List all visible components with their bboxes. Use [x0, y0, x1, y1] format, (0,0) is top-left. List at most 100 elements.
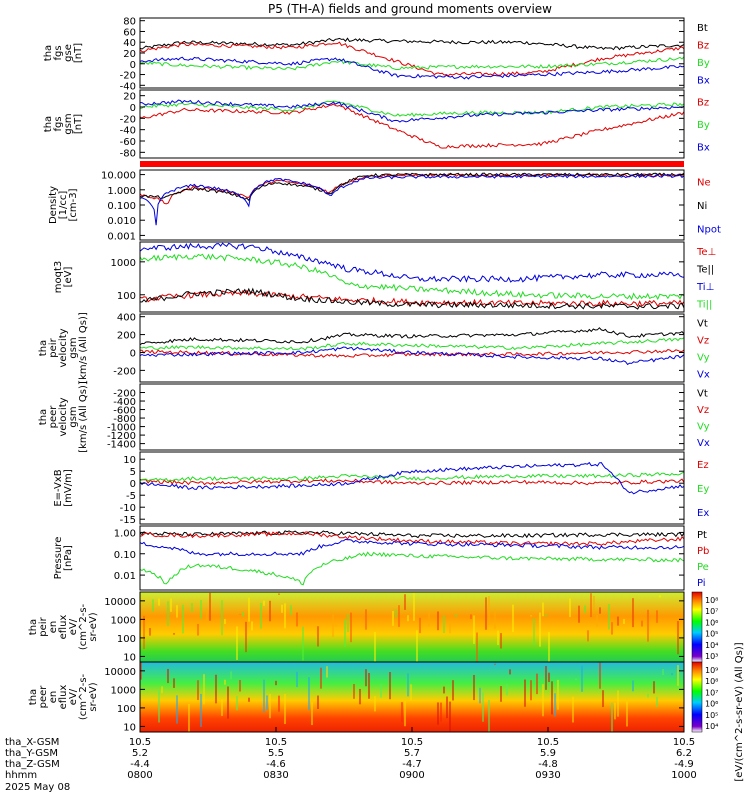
spectrogram-cell — [365, 669, 367, 687]
spectrogram-cell — [419, 617, 421, 634]
y-axis-label: gsm — [68, 337, 79, 358]
spectrogram-cell — [236, 695, 238, 711]
x-tick-label: 5.2 — [132, 748, 148, 759]
spectrogram-cell — [317, 626, 319, 647]
spectrogram-cell — [278, 593, 280, 595]
y-tick-label: -800 — [113, 414, 136, 425]
spectrogram-cell — [512, 604, 514, 633]
y-axis-label: sr-eV) — [88, 682, 99, 711]
y-tick-label: -40 — [120, 126, 136, 137]
spectrogram-cell — [494, 663, 496, 665]
spectrogram-cell — [476, 632, 478, 662]
series-Ne — [139, 173, 685, 205]
x-tick-label: 0900 — [399, 770, 424, 781]
spectrogram-cell — [614, 702, 616, 720]
spectrogram-cell — [533, 618, 535, 646]
panel-frame — [139, 241, 685, 313]
spectrogram-cell — [599, 607, 601, 614]
spectrogram-cell — [317, 695, 319, 709]
spectrogram-cell — [365, 609, 367, 630]
spectrogram-cell — [599, 662, 601, 689]
spectrogram-cell — [176, 695, 178, 724]
spectrogram-cell — [263, 679, 265, 713]
legend-entry-Pb: Pb — [697, 546, 709, 557]
spectrogram-cell — [452, 680, 454, 701]
y-tick-label: 1000 — [111, 615, 136, 626]
y-tick-label: 10 — [123, 722, 136, 733]
colorbar-tick-label: 10⁶ — [705, 700, 718, 709]
spectrogram-cell — [152, 599, 154, 612]
y-axis-label: moqt3 — [53, 261, 64, 294]
legend-entry-Bz: Bz — [697, 97, 709, 108]
spectrogram-cell — [275, 680, 277, 686]
y-tick-label: -600 — [113, 406, 136, 417]
spectrogram-cell — [188, 703, 190, 732]
x-tick-label: 10.5 — [401, 737, 423, 748]
spectrogram-cell — [236, 626, 238, 660]
spectrogram-cell — [389, 672, 391, 700]
y-axis-label: eflux — [58, 685, 69, 710]
x-tick-label: 10.5 — [129, 737, 151, 748]
spectrogram-cell — [200, 693, 202, 727]
colorbar-tick-label: 10⁴ — [705, 641, 718, 650]
y-tick-label: 80 — [123, 17, 136, 28]
spectrogram-cell — [569, 598, 571, 618]
series-Bz — [139, 103, 685, 149]
x-tick-label: 6.2 — [676, 748, 692, 759]
spectrogram-cell — [173, 678, 175, 688]
x-tick-label: 1000 — [671, 770, 696, 781]
spectrogram-cell — [641, 620, 643, 627]
y-tick-label: 100 — [117, 634, 136, 645]
y-tick-label: -1000 — [107, 423, 136, 434]
spectrogram-cell — [221, 699, 223, 716]
panel-frame — [139, 169, 685, 241]
spectrogram-cell — [278, 695, 280, 712]
panel-frame — [139, 313, 685, 383]
spectrogram-cell — [542, 684, 544, 717]
legend-entry-Vx: Vx — [697, 370, 710, 381]
spectrogram-cell — [662, 669, 664, 676]
spectrogram-cell — [656, 696, 658, 707]
y-axis-label: E=-VxB — [53, 469, 64, 506]
spectrogram-cell — [509, 669, 511, 675]
spectrogram-cell — [401, 702, 403, 723]
series-Pi — [139, 538, 685, 557]
spectrogram-cell — [404, 701, 406, 727]
series-Vz — [140, 348, 685, 358]
spectrogram-cell — [677, 665, 679, 686]
series-Bz — [139, 41, 685, 77]
spectrogram-cell — [227, 686, 229, 719]
spectrogram-cell — [410, 684, 412, 701]
y-axis-label: peer — [48, 405, 59, 429]
spectrogram-cell — [590, 593, 592, 618]
spectrogram-cell — [485, 597, 487, 630]
legend-entry-Te||: Te|| — [696, 264, 714, 275]
y-tick-label: -400 — [113, 397, 136, 408]
y-tick-label: 0.01 — [114, 571, 136, 582]
spectrogram-cell — [488, 699, 490, 732]
y-tick-label: -1200 — [107, 431, 136, 442]
spectrogram-cell — [587, 630, 589, 642]
y-tick-label: 10 — [123, 652, 136, 663]
series-Vx — [139, 346, 685, 366]
y-tick-label: 0 — [130, 103, 136, 114]
legend-entry-Bt: Bt — [697, 23, 708, 34]
y-tick-label: -60 — [120, 137, 136, 148]
series-Ez — [139, 478, 685, 486]
y-tick-label: 1.000 — [107, 186, 136, 197]
spectrogram-cell — [350, 612, 352, 643]
spectrogram-cell — [557, 679, 559, 710]
legend-entry-Ne: Ne — [697, 178, 711, 189]
spectrogram-cell — [506, 683, 508, 696]
spectrogram-cell — [407, 673, 409, 697]
series-Vt — [139, 327, 685, 346]
y-tick-label: -20 — [120, 114, 136, 125]
spectrogram-cell — [392, 611, 394, 626]
y-axis-label: [nPa] — [63, 545, 74, 571]
y-tick-label: 400 — [117, 313, 136, 324]
spectrogram-cell — [302, 626, 304, 661]
colorbar-tick-label: 10⁸ — [705, 677, 718, 686]
y-tick-label: 0.001 — [107, 231, 136, 242]
y-tick-label: 10.000 — [101, 171, 136, 182]
